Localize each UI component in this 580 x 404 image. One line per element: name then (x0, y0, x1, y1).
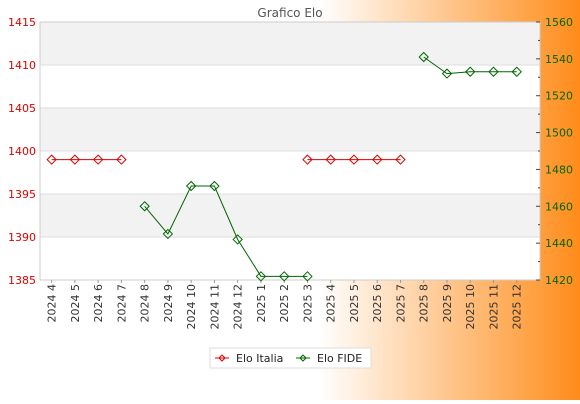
data-point-elo-fide (255, 271, 267, 282)
data-point-elo-italia (325, 154, 336, 165)
x-tick-label: 2025 9 (441, 284, 454, 323)
series-line-elo-fide (423, 56, 517, 75)
x-tick-label: 2025 6 (371, 284, 384, 323)
grid-band (40, 22, 540, 65)
x-tick-label: 2025 5 (348, 284, 361, 323)
y-right-tick-label: 1480 (545, 163, 573, 176)
x-tick-label: 2025 8 (418, 284, 431, 323)
plot-area (39, 21, 541, 281)
data-point-elo-fide (278, 271, 290, 282)
y-right-tick-label: 1520 (545, 90, 573, 103)
data-point-elo-italia (302, 154, 313, 165)
data-point-elo-italia (69, 154, 81, 165)
x-tick-label: 2024 10 (185, 284, 198, 330)
data-point-elo-italia (46, 154, 57, 165)
x-tick-label: 2025 1 (255, 284, 268, 323)
x-tick-label: 2025 3 (301, 284, 314, 323)
legend-marker-elo-italia (218, 354, 226, 362)
data-point-elo-fide (511, 66, 522, 77)
x-tick-label: 2024 7 (115, 284, 128, 323)
x-tick-label: 2025 12 (511, 284, 524, 330)
x-tick-label: 2024 8 (139, 284, 152, 323)
y-left-tick-label: 1405 (8, 102, 36, 115)
y-right-tick-label: 1460 (545, 200, 573, 213)
x-tick-label: 2025 11 (487, 284, 500, 330)
data-point-elo-fide (488, 66, 499, 77)
y-right-tick-label: 1500 (545, 127, 573, 140)
grid-band (40, 108, 540, 151)
x-tick-label: 2024 5 (69, 284, 82, 323)
y-left-tick-label: 1390 (8, 231, 36, 244)
data-point-elo-fide (232, 234, 243, 245)
data-point-elo-italia (372, 154, 383, 165)
y-left-tick-label: 1385 (8, 274, 36, 287)
x-tick-label: 2025 4 (325, 284, 338, 323)
chart-title: Grafico Elo (257, 6, 322, 20)
y-right-tick-label: 1560 (545, 16, 573, 29)
y-right-tick-label: 1420 (545, 274, 573, 287)
data-point-elo-italia (348, 154, 360, 165)
data-point-elo-fide (302, 271, 313, 282)
data-point-elo-fide (465, 66, 476, 77)
y-right-tick-label: 1440 (545, 237, 573, 250)
x-tick-label: 2025 2 (278, 284, 291, 323)
y-left-tick-label: 1410 (8, 59, 36, 72)
x-tick-label: 2025 7 (394, 284, 407, 323)
legend: Elo Italia Elo FIDE (209, 347, 372, 369)
data-point-elo-fide (162, 228, 174, 240)
data-point-elo-fide (209, 180, 220, 192)
grid-band (40, 194, 540, 237)
y-left-tick-label: 1400 (8, 145, 36, 158)
x-tick-label: 2024 12 (232, 284, 245, 330)
legend-label-elo-fide: Elo FIDE (317, 352, 362, 365)
legend-marker-elo-fide (299, 354, 307, 362)
y-right-tick-label: 1540 (545, 53, 573, 66)
legend-box (209, 347, 372, 369)
data-point-elo-italia (92, 154, 104, 165)
data-point-elo-fide (139, 201, 150, 212)
x-tick-label: 2024 9 (162, 284, 175, 323)
x-tick-label: 2024 11 (208, 284, 221, 330)
x-tick-label: 2024 6 (92, 284, 105, 323)
x-tick-label: 2025 10 (464, 284, 477, 330)
data-point-elo-fide (185, 180, 197, 192)
data-point-elo-italia (395, 154, 406, 165)
y-left-tick-label: 1415 (8, 16, 36, 29)
x-tick-label: 2024 4 (46, 284, 59, 323)
data-point-elo-fide (418, 51, 429, 63)
legend-label-elo-italia: Elo Italia (236, 352, 283, 365)
y-left-tick-label: 1395 (8, 188, 36, 201)
data-point-elo-fide (441, 68, 453, 79)
data-point-elo-italia (116, 154, 127, 165)
